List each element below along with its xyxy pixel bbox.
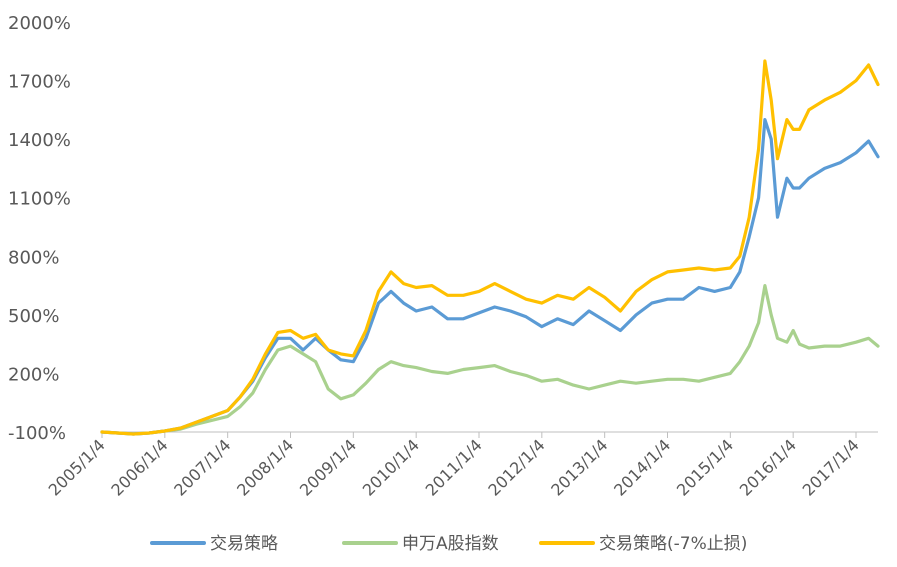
x-tick-label: 2014/1/4 xyxy=(610,435,674,499)
x-tick-label: 2012/1/4 xyxy=(484,435,548,499)
x-axis: 2005/1/42006/1/42007/1/42008/1/42009/1/4… xyxy=(45,431,878,500)
legend: 交易策略 申万A股指数 交易策略(-7%止损) xyxy=(150,534,747,554)
legend-label: 申万A股指数 xyxy=(402,534,499,554)
y-tick-label: 1700% xyxy=(8,72,71,93)
x-tick-label: 2008/1/4 xyxy=(233,435,297,499)
series-layer xyxy=(100,59,880,436)
y-tick-label: 800% xyxy=(8,247,59,268)
x-tick-label: 2009/1/4 xyxy=(296,435,360,499)
legend-label: 交易策略(-7%止损) xyxy=(599,534,747,554)
x-tick-label: 2015/1/4 xyxy=(673,435,737,499)
series-line-0 xyxy=(100,117,880,436)
series-line-2 xyxy=(100,59,880,436)
y-tick-label: 1400% xyxy=(8,130,71,151)
x-tick-label: 2005/1/4 xyxy=(45,435,109,499)
x-tick-label: 2007/1/4 xyxy=(170,435,234,499)
y-axis: 2000% 1700% 1400% 1100% 800% 500% 200% -100% xyxy=(8,13,71,444)
legend-label: 交易策略 xyxy=(210,534,278,554)
y-tick-label: 2000% xyxy=(8,13,71,34)
series-line-1 xyxy=(100,284,880,436)
y-tick-label: 200% xyxy=(8,364,59,385)
x-tick-label: 2013/1/4 xyxy=(547,435,611,499)
x-tick-label: 2006/1/4 xyxy=(107,435,171,499)
y-tick-label: -100% xyxy=(8,423,66,444)
x-tick-label: 2016/1/4 xyxy=(736,435,800,499)
x-tick-label: 2010/1/4 xyxy=(359,435,423,499)
y-tick-label: 500% xyxy=(8,306,59,327)
x-tick-label: 2011/1/4 xyxy=(422,435,486,499)
x-tick-label: 2017/1/4 xyxy=(799,435,863,499)
y-tick-label: 1100% xyxy=(8,189,71,210)
